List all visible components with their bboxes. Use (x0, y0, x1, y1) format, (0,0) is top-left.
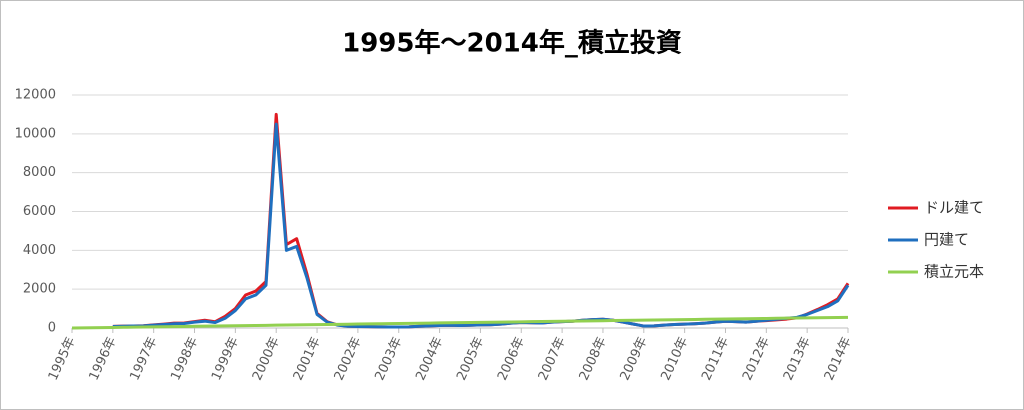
y-tick-label: 0 (48, 321, 56, 336)
chart-title: 1995年～2014年_積立投資 (342, 28, 682, 59)
series-line (71, 315, 849, 330)
y-tick-label: 2000 (23, 282, 56, 297)
series-line (112, 122, 850, 329)
legend-label: ドル建て (924, 199, 984, 217)
y-tick-label: 6000 (23, 204, 56, 219)
y-tick-label: 10000 (15, 126, 56, 141)
legend-label: 積立元本 (924, 263, 984, 281)
y-tick-label: 12000 (15, 88, 56, 103)
y-tick-label: 4000 (23, 243, 56, 258)
y-tick-label: 8000 (23, 165, 56, 180)
legend-label: 円建て (924, 231, 969, 249)
